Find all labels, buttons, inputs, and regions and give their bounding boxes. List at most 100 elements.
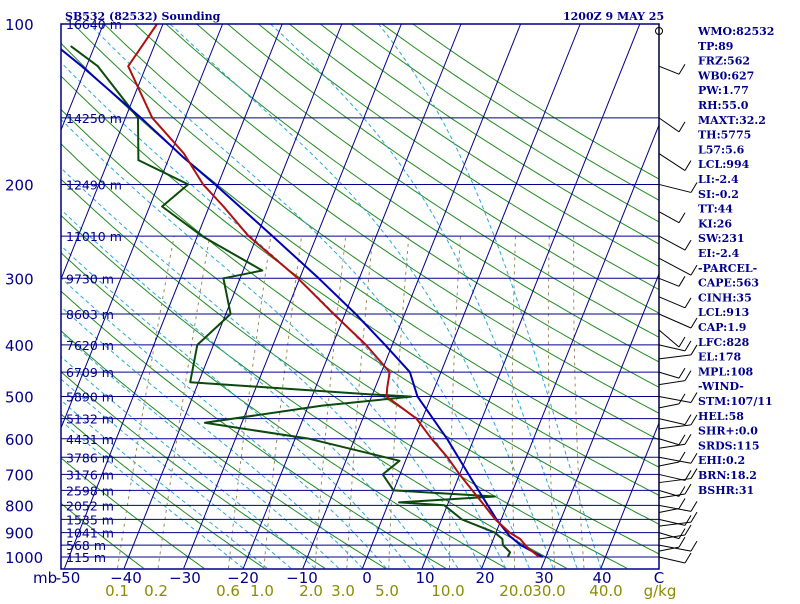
index-entry: MAXT:32.2 bbox=[698, 114, 766, 127]
pressure-tick-label: 800 bbox=[5, 497, 34, 515]
temperature-profile bbox=[128, 24, 539, 557]
wind-barb-flag bbox=[685, 371, 691, 381]
wind-barb bbox=[659, 345, 685, 351]
wind-barb-flag bbox=[691, 415, 697, 425]
wind-barb bbox=[659, 557, 685, 563]
wind-barb-flag bbox=[685, 415, 691, 425]
index-entry: EI:-2.4 bbox=[698, 247, 740, 260]
wind-barb bbox=[659, 372, 679, 378]
dry-adiabat bbox=[73, 24, 800, 568]
height-label: 12490 m bbox=[66, 177, 122, 192]
index-entry: -WIND- bbox=[698, 380, 744, 393]
height-label: 2598 m bbox=[66, 483, 114, 498]
index-entry: STM:107/11 bbox=[698, 395, 773, 408]
index-entry: LFC:828 bbox=[698, 336, 750, 349]
pressure-tick-label: 400 bbox=[5, 337, 34, 355]
moist-adiabat bbox=[0, 24, 315, 568]
wind-barb bbox=[659, 439, 679, 445]
moist-adiabat bbox=[0, 24, 243, 568]
wind-barb-flag bbox=[691, 345, 697, 355]
wind-barb-flag bbox=[679, 368, 685, 378]
temperature-tick-label: 0 bbox=[362, 569, 372, 587]
temperature-tick-label: −30 bbox=[169, 569, 201, 587]
wind-barb bbox=[659, 66, 679, 74]
station-title: SB532 (82532) Sounding bbox=[65, 10, 221, 23]
mixing-ratio-label: 0.1 bbox=[105, 582, 129, 600]
wind-barb bbox=[659, 330, 679, 347]
wind-barb-flag bbox=[691, 265, 697, 275]
wind-barb-flag bbox=[691, 393, 697, 403]
mixing-ratio-label: 3.0 bbox=[331, 582, 355, 600]
temperature-tick-label: -50 bbox=[56, 569, 81, 587]
pressure-tick-label: 700 bbox=[5, 466, 34, 484]
wind-barb-flag bbox=[685, 341, 691, 351]
wind-barb bbox=[659, 258, 691, 275]
wind-barb bbox=[659, 462, 679, 466]
height-label: 9730 m bbox=[66, 271, 114, 286]
mixing-ratio-label: 20.0 bbox=[499, 582, 532, 600]
wind-barb bbox=[659, 118, 679, 132]
wind-barb-flag bbox=[685, 525, 691, 535]
wind-barb-flag bbox=[679, 276, 685, 286]
isotherm bbox=[362, 24, 580, 568]
mixing-ratio-label: 1.0 bbox=[250, 582, 274, 600]
wind-barb-flag bbox=[679, 452, 685, 462]
temperature-tick-label: 20 bbox=[475, 569, 494, 587]
height-label: 115 m bbox=[66, 550, 106, 565]
wind-barb bbox=[659, 508, 679, 512]
x-axis-right-label: g/kg bbox=[644, 582, 677, 600]
height-label: 8603 m bbox=[66, 307, 114, 322]
index-entry: SRDS:115 bbox=[698, 439, 760, 452]
index-entry: LCL:913 bbox=[698, 306, 749, 319]
index-entry: CAPE:563 bbox=[698, 277, 759, 290]
wind-barb-flag bbox=[685, 515, 691, 525]
isotherm bbox=[0, 24, 44, 568]
index-entry: HEL:58 bbox=[698, 410, 744, 423]
height-label: 11010 m bbox=[66, 229, 122, 244]
wind-barb bbox=[659, 479, 691, 483]
height-label: 5890 m bbox=[66, 390, 114, 405]
mixing-ratio-label: 0.6 bbox=[216, 582, 240, 600]
wind-barb-flag bbox=[679, 337, 685, 347]
wind-barb bbox=[659, 505, 691, 511]
mixing-ratio-label: 5.0 bbox=[375, 582, 399, 600]
isotherm bbox=[482, 24, 700, 568]
moist-adiabat bbox=[0, 24, 363, 568]
dry-adiabat bbox=[104, 24, 800, 568]
mixing-ratio-label: 30.0 bbox=[532, 582, 565, 600]
wind-barb-flag bbox=[679, 498, 685, 508]
wind-barb-flag bbox=[685, 553, 691, 563]
sounding-time: 1200Z 9 MAY 25 bbox=[563, 10, 664, 23]
indices-panel: WMO:82532TP:89FRZ:562WB0:627PW:1.77RH:55… bbox=[697, 25, 774, 497]
wind-barb bbox=[659, 314, 691, 328]
index-entry: CAP:1.9 bbox=[698, 321, 746, 334]
index-entry: TT:44 bbox=[698, 203, 733, 216]
index-entry: WB0:627 bbox=[697, 69, 754, 82]
mixing-ratio-label: 0.2 bbox=[144, 582, 168, 600]
wind-barb-flag bbox=[679, 529, 685, 539]
index-entry: FRZ:562 bbox=[698, 55, 750, 68]
wind-barb-flag bbox=[691, 453, 697, 463]
pressure-tick-label: 500 bbox=[5, 389, 34, 407]
pressure-tick-label: 200 bbox=[5, 176, 34, 194]
isotherm bbox=[303, 24, 521, 568]
pressure-tick-label: 1000 bbox=[5, 549, 43, 567]
dry-adiabat bbox=[42, 24, 800, 568]
index-entry: -PARCEL- bbox=[698, 262, 757, 275]
wind-barb-flag bbox=[685, 484, 691, 494]
isotherm bbox=[124, 24, 342, 568]
index-entry: BSHR:31 bbox=[698, 484, 754, 497]
wind-barb bbox=[659, 404, 679, 408]
index-entry: WMO:82532 bbox=[697, 25, 774, 38]
mixing-ratio-label: 40.0 bbox=[589, 582, 622, 600]
wind-barb-flag bbox=[679, 537, 685, 547]
pressure-tick-label: 600 bbox=[5, 431, 34, 449]
mixing-ratio-label: 2.0 bbox=[299, 582, 323, 600]
height-label: 5132 m bbox=[66, 412, 114, 427]
height-label: 6709 m bbox=[66, 365, 114, 380]
wind-barb bbox=[659, 425, 691, 429]
index-entry: SW:231 bbox=[698, 232, 745, 245]
height-label: 4431 m bbox=[66, 432, 114, 447]
index-entry: LI:-2.4 bbox=[698, 173, 739, 186]
